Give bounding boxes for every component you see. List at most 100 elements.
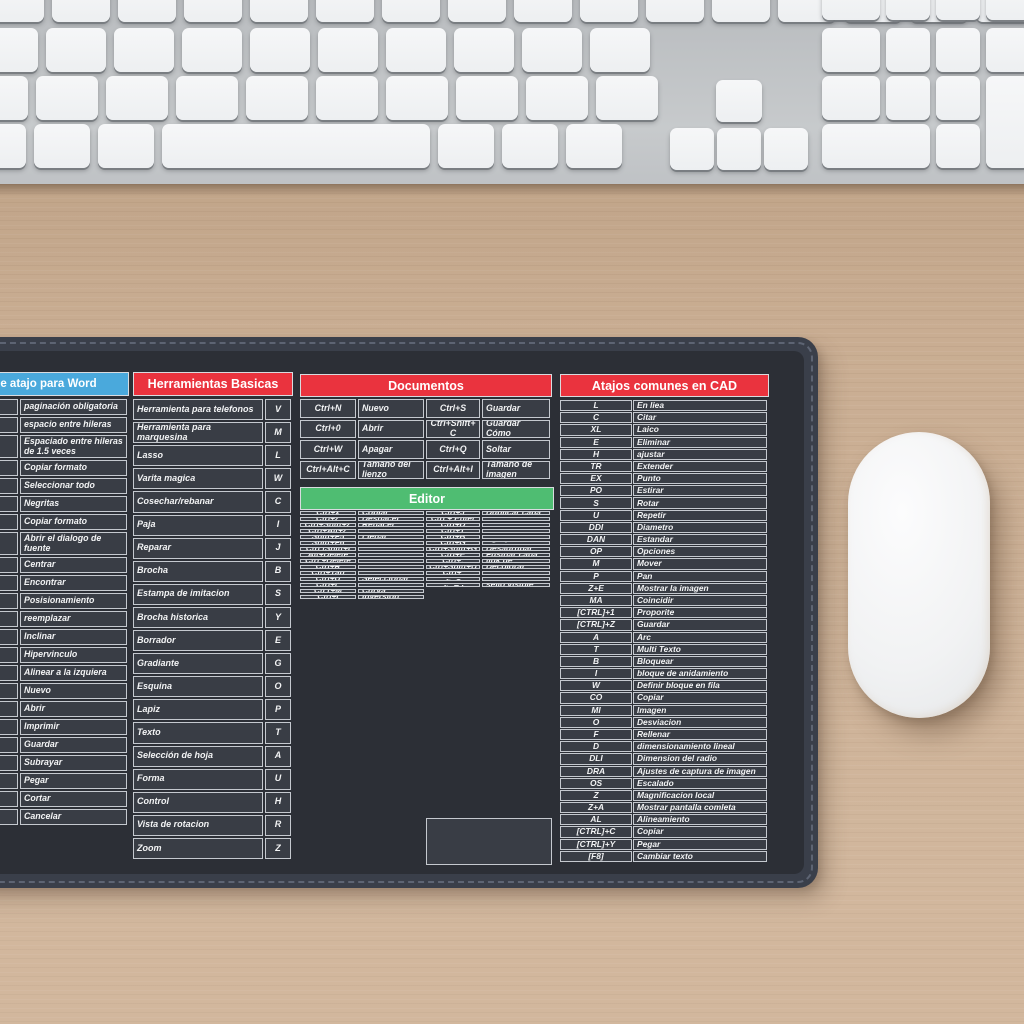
cad-label-cell: Estandar: [633, 534, 767, 546]
cad-key-cell: MA: [560, 594, 632, 607]
word-label-cell: Seleccionar todo: [20, 478, 127, 494]
word-label-cell: Copiar formato: [20, 460, 127, 476]
cad-key-cell: PO: [560, 485, 632, 497]
doc-desc-cell: Tamaño del lienzo: [358, 460, 424, 479]
basic-tools-column: Herramientas Basicas Herramienta para te…: [133, 372, 293, 859]
cad-label-cell: Rotar: [633, 497, 767, 509]
cad-label-cell: Imagen: [633, 704, 767, 716]
editor-desc-cell: sello visible: [482, 583, 550, 587]
editor-desc-cell: Escala de color: [358, 583, 424, 587]
tool-key-cell: O: [265, 676, 291, 698]
keyboard-shadow: [0, 184, 1024, 196]
cad-label-cell: Mover: [633, 558, 767, 570]
cad-key-cell: Z+A: [560, 802, 632, 814]
word-shortcut-list: paginación obligatoria espacio entre hil…: [0, 399, 129, 825]
cad-label-cell: bloque de anidamiento: [633, 668, 767, 680]
word-key-cell: [0, 575, 18, 591]
editor-key-cell: Ctrl+Alt+Shift+S: [426, 577, 480, 581]
cad-key-cell: DRA: [560, 765, 632, 777]
word-key-cell: [0, 737, 18, 753]
editor-desc-cell: Desagrupar: [482, 547, 550, 551]
spacebar-key: [162, 124, 430, 168]
tool-label-cell: Gradiante: [133, 653, 263, 675]
tool-label-cell: Borrador: [133, 630, 263, 652]
editor-desc-cell: Copiar: [358, 511, 424, 515]
editor-desc-cell: Rehacer: [358, 523, 424, 527]
cad-label-cell: Laico: [633, 424, 767, 436]
tool-label-cell: Forma: [133, 768, 263, 790]
word-key-cell: [0, 755, 18, 771]
numpad-key: [936, 28, 980, 72]
cad-label-cell: Mostrar pantalla comleta: [633, 802, 767, 814]
word-label-cell: Abrir el dialogo de fuente: [20, 532, 127, 555]
tool-label-cell: Cosechar/rebanar: [133, 491, 263, 513]
cad-shortcuts-column: Atajos comunes en CAD L En liea C Citar …: [560, 374, 769, 862]
cad-key-cell: A: [560, 631, 632, 643]
editor-desc-cell: Curva: [358, 589, 424, 593]
editor-key-cell: Ctrl+Shift+Z: [300, 523, 356, 527]
tool-key-cell: R: [265, 814, 291, 836]
editor-key-cell: Ctr1+M: [300, 589, 356, 593]
editor-desc-cell: Decolorar: [482, 565, 550, 569]
cad-key-cell: DAN: [560, 534, 632, 546]
editor-key-cell: Ctrl+x: [300, 511, 356, 515]
word-shortcuts-column: e atajo para Word paginación obligatoria…: [0, 372, 129, 825]
cad-column-header: Atajos comunes en CAD: [560, 374, 769, 397]
tool-label-cell: Esquina: [133, 676, 263, 698]
word-label-cell: Inclinar: [20, 629, 127, 645]
cad-key-cell: S: [560, 497, 632, 509]
editor-key-cell: Shift+F6: [300, 541, 356, 545]
editor-key-cell: Ctrl tShift+I: [300, 547, 356, 551]
cad-shortcut-list: L En liea C Citar XL Laico E Eliminar H …: [560, 400, 769, 862]
editor-desc-cell: Duplicar capa: [482, 511, 550, 515]
tool-key-cell: M: [265, 422, 291, 444]
cad-label-cell: Punto: [633, 473, 767, 485]
numpad-key: [936, 124, 980, 168]
cad-key-cell: [CTRL]+1: [560, 607, 632, 619]
word-label-cell: Espaciado entre hileras de 1.5 veces: [20, 435, 127, 458]
doc-desc-cell: Guardar: [482, 399, 550, 418]
doc-key-cell: Ctrl+Shift+C: [426, 419, 480, 438]
word-key-cell: [0, 399, 18, 415]
word-key-cell: [0, 809, 18, 825]
cad-key-cell: M: [560, 558, 632, 570]
cad-key-cell: H: [560, 448, 632, 460]
tool-key-cell: P: [265, 699, 291, 721]
cad-key-cell: W: [560, 680, 632, 692]
mouse: [848, 432, 990, 718]
cad-label-cell: Ajustes de captura de imagen: [633, 765, 767, 777]
cad-key-cell: I: [560, 668, 632, 680]
tool-label-cell: Brocha: [133, 560, 263, 582]
tool-key-cell: T: [265, 722, 291, 744]
editor-key-cell: Ctrl+G: [426, 541, 480, 545]
word-key-cell: [0, 611, 18, 627]
word-key-cell: [0, 665, 18, 681]
arrow-right-key: [764, 128, 808, 170]
cad-label-cell: Copiar: [633, 692, 767, 704]
word-key-cell: [0, 514, 18, 530]
cad-key-cell: MI: [560, 704, 632, 716]
tool-label-cell: Brocha historica: [133, 606, 263, 628]
word-key-cell: [0, 417, 18, 433]
cad-key-cell: L: [560, 400, 632, 412]
tools-shortcut-list: Herramienta para telefonos V Herramienta…: [133, 399, 293, 859]
editor-desc-cell: Mostrar/ocultar cuadricula: [482, 571, 550, 575]
cad-key-cell: [CTRL]+C: [560, 826, 632, 838]
shortcut-mousepad: e atajo para Word paginación obligatoria…: [0, 337, 818, 888]
cad-label-cell: Multi Texto: [633, 643, 767, 655]
editor-desc-cell: Invertir selección: [358, 547, 424, 551]
cad-label-cell: Cambiar texto: [633, 850, 767, 862]
word-key-cell: [0, 496, 18, 512]
editor-key-cell: Ctrl+T: [426, 529, 480, 533]
numpad-key: [886, 28, 930, 72]
cad-key-cell: CO: [560, 692, 632, 704]
editor-desc-cell: Rellenar el primer plano: [358, 553, 424, 557]
word-key-cell: [0, 701, 18, 717]
editor-desc-cell: Inversión: [358, 595, 424, 599]
editor-key-cell: Ctrl+B: [426, 535, 480, 539]
doc-desc-cell: Abrir: [358, 419, 424, 438]
word-key-cell: [0, 791, 18, 807]
editor-key-cell: Ctrl+;: [426, 559, 480, 563]
cad-label-cell: Bloquear: [633, 655, 767, 668]
word-key-cell: [0, 460, 18, 476]
